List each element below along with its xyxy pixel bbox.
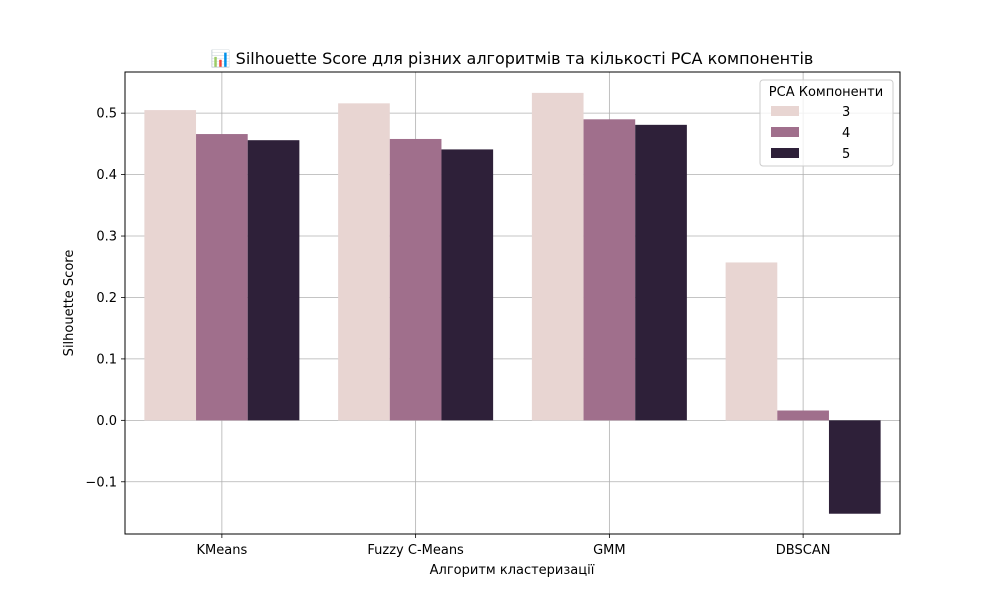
y-tick-label: 0.1 xyxy=(96,352,117,367)
bar-series-3 xyxy=(338,103,390,421)
y-tick-label: 0.2 xyxy=(96,291,117,306)
x-tick-label: KMeans xyxy=(197,543,248,558)
legend-label-4: 4 xyxy=(842,126,850,141)
x-tick-label: DBSCAN xyxy=(776,543,831,558)
bar-series-5 xyxy=(247,140,300,421)
legend-title: PCA Компоненти xyxy=(769,85,883,100)
bar-series-3 xyxy=(725,262,778,421)
bar-series-4 xyxy=(196,134,248,421)
bar-series-4 xyxy=(583,119,636,421)
bar-series-5 xyxy=(828,420,881,514)
ticks-layer: −0.1 0.0 0.1 0.2 0.3 0.4 0.5 KMeans Fuzzy C-Mean… xyxy=(85,107,830,558)
legend-label-5: 5 xyxy=(842,147,850,162)
x-axis-label: Алгоритм кластеризації xyxy=(430,563,595,578)
legend: PCA Компоненти 3 4 5 xyxy=(759,79,894,167)
bar-series-3 xyxy=(144,110,197,421)
y-tick-label: −0.1 xyxy=(85,475,117,490)
legend-items: 3 4 5 xyxy=(771,105,850,162)
legend-box xyxy=(759,79,894,167)
plot-frame xyxy=(124,71,901,535)
legend-label-3: 3 xyxy=(842,105,850,120)
bar-series-4 xyxy=(389,138,442,421)
x-tick-label: Fuzzy C-Means xyxy=(367,543,464,558)
bar-series-5 xyxy=(441,149,494,421)
bars-layer xyxy=(144,92,881,514)
legend-swatch-4 xyxy=(771,127,799,137)
y-axis-label: Silhouette Score xyxy=(62,250,77,357)
bar-series-5 xyxy=(635,124,687,421)
legend-swatch-5 xyxy=(771,148,799,158)
legend-swatch-3 xyxy=(771,106,799,116)
bar-series-4 xyxy=(777,410,829,421)
y-tick-label: 0.3 xyxy=(96,230,117,245)
chart-title: 📊 Silhouette Score для різних алгоритмів… xyxy=(211,49,814,68)
y-tick-label: 0.0 xyxy=(96,414,117,429)
y-tick-label: 0.4 xyxy=(96,168,117,183)
y-tick-label: 0.5 xyxy=(96,107,117,122)
bar-series-3 xyxy=(531,92,584,421)
x-tick-label: GMM xyxy=(593,543,626,558)
